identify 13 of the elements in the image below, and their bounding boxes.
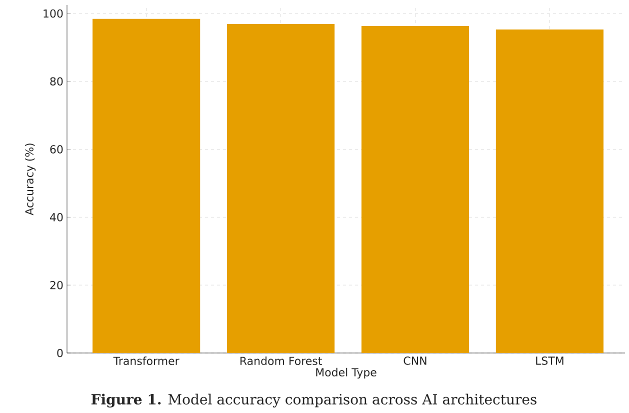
y-tick-label: 0 — [57, 348, 63, 358]
x-tick-label: LSTM — [536, 356, 564, 365]
y-tick-label: 80 — [50, 77, 63, 86]
x-axis-title: Model Type — [316, 368, 376, 379]
y-tick-label: 60 — [50, 145, 63, 154]
x-tick-label: Random Forest — [240, 356, 322, 366]
text: Figure 1. Model accuracy comparison across AI architectures — [91, 394, 536, 408]
y-tick-label: 40 — [50, 213, 63, 222]
y-tick-label: 20 — [50, 280, 63, 290]
y-tick-label: 100 — [44, 9, 63, 18]
x-tick-label: CNN — [404, 356, 426, 365]
y-axis-title: Accuracy (%) — [24, 144, 36, 216]
x-tick-label: Transformer — [113, 356, 180, 366]
